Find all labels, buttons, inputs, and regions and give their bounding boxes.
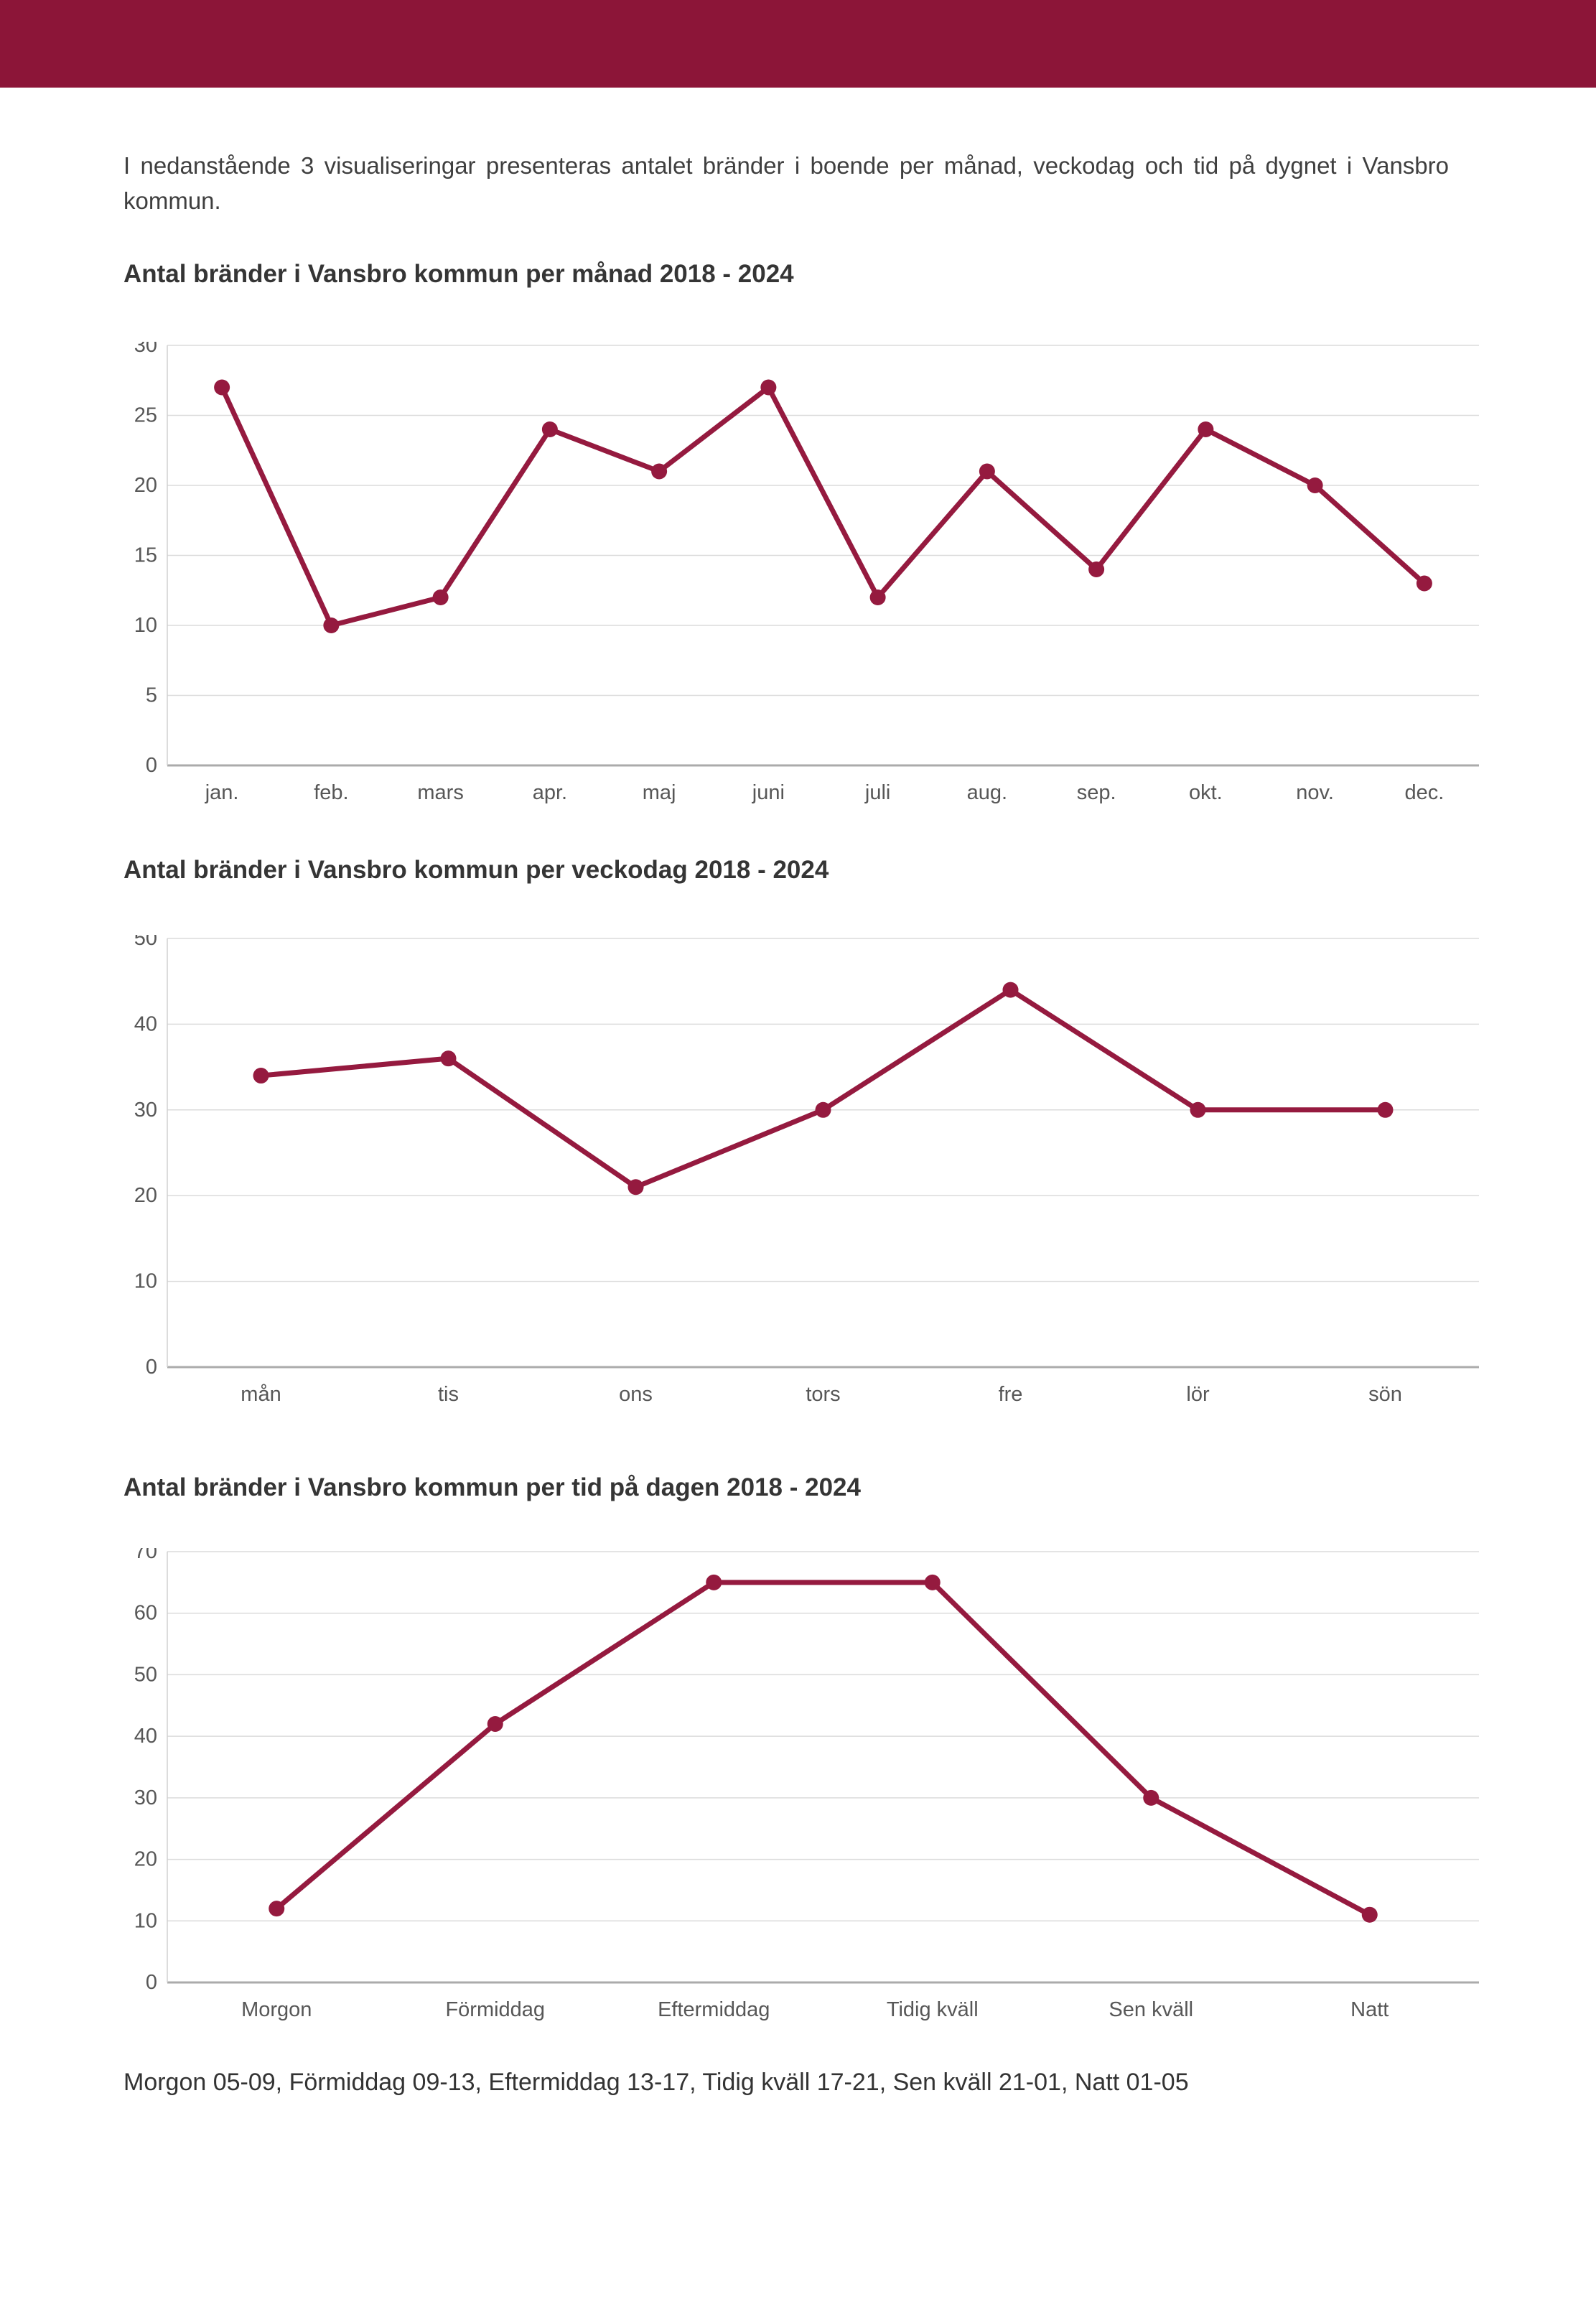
x-tick-label: sön: [1368, 1383, 1402, 1406]
y-tick-label: 70: [134, 1548, 157, 1563]
line-chart-canvas: 0 10 20 30 40 50 mån tis ons tors fre lör sön: [134, 935, 1479, 1406]
x-tick-label: ons: [619, 1383, 653, 1406]
data-point: [432, 589, 449, 605]
y-tick-label: 40: [134, 1012, 157, 1035]
time-period-legend: Morgon 05-09, Förmiddag 09-13, Eftermidd…: [123, 2068, 1189, 2096]
x-tick-label: tors: [806, 1383, 840, 1406]
data-point: [487, 1715, 503, 1732]
data-point: [541, 421, 558, 437]
x-tick-label: jan.: [205, 781, 239, 804]
x-tick-label: tis: [438, 1383, 459, 1406]
y-tick-label: 20: [134, 1184, 157, 1207]
data-point: [323, 617, 340, 633]
x-tick-label: maj: [643, 781, 676, 804]
y-tick-label: 30: [134, 1098, 157, 1121]
series-line: [258, 987, 1388, 1190]
data-point: [1190, 1101, 1206, 1118]
data-point: [253, 1067, 269, 1083]
intro-paragraph: I nedanstående 3 visualiseringar present…: [123, 152, 1449, 214]
line-chart-canvas: 0 5 10 15 20 25 30 jan. feb. mars apr. maj juni juli a…: [134, 342, 1479, 804]
y-tick-label: 20: [134, 1847, 157, 1870]
weekday-fires-line-chart: 0 10 20 30 40 50 mån tis ons tors fre lör sön: [115, 935, 1596, 1412]
y-tick-label: 5: [146, 684, 157, 707]
x-tick-label: fre: [999, 1383, 1023, 1406]
y-tick-label: 0: [146, 1971, 157, 1994]
y-tick-label: 40: [134, 1725, 157, 1748]
x-tick-label: Sen kväll: [1109, 1998, 1193, 2021]
y-tick-label: 50: [134, 935, 157, 950]
timeofday-chart-section: Antal bränder i Vansbro kommun per tid p…: [0, 1472, 1596, 2027]
data-point: [869, 589, 886, 605]
x-tick-label: Tidig kväll: [887, 1998, 979, 2021]
x-tick-label: nov.: [1296, 781, 1334, 804]
page-header-band: [0, 0, 1596, 88]
y-tick-label: 50: [134, 1663, 157, 1686]
monthly-chart-title: Antal bränder i Vansbro kommun per månad…: [123, 259, 794, 288]
data-point: [440, 1050, 457, 1066]
y-tick-label: 20: [134, 474, 157, 497]
x-tick-label: Eftermiddag: [658, 1998, 770, 2021]
y-tick-label: 10: [134, 614, 157, 637]
x-tick-label: Natt: [1350, 1998, 1389, 2021]
timeofday-fires-line-chart: 0 10 20 30 40 50 60 70 Morgon Förmiddag Eftermidda…: [115, 1548, 1596, 2027]
y-tick-label: 0: [146, 1356, 157, 1379]
x-tick-label: juli: [864, 781, 890, 804]
series-line: [219, 384, 1427, 628]
data-point: [760, 379, 777, 396]
data-point: [706, 1574, 722, 1590]
series-line: [274, 1580, 1373, 1917]
monthly-fires-line-chart: 0 5 10 15 20 25 30 jan. feb. mars apr. maj juni juli a…: [115, 342, 1596, 810]
data-point: [1088, 561, 1105, 577]
data-point: [1361, 1906, 1378, 1923]
line-chart-canvas: 0 10 20 30 40 50 60 70 Morgon Förmiddag Eftermidda…: [134, 1548, 1479, 2021]
data-point: [924, 1574, 941, 1590]
y-tick-label: 10: [134, 1269, 157, 1292]
data-point: [651, 463, 668, 480]
x-tick-label: okt.: [1189, 781, 1223, 804]
data-point: [1307, 477, 1323, 493]
data-point: [269, 1900, 285, 1916]
x-tick-label: Morgon: [241, 1998, 312, 2021]
data-point: [979, 463, 995, 480]
data-point: [1198, 421, 1214, 437]
x-tick-label: dec.: [1404, 781, 1444, 804]
timeofday-chart-title: Antal bränder i Vansbro kommun per tid p…: [123, 1473, 861, 1501]
x-tick-label: feb.: [314, 781, 348, 804]
x-tick-label: lör: [1186, 1383, 1210, 1406]
y-tick-label: 30: [134, 342, 157, 357]
x-tick-label: apr.: [533, 781, 567, 804]
x-tick-label: mån: [241, 1383, 281, 1406]
data-point: [214, 379, 230, 396]
x-tick-label: aug.: [967, 781, 1007, 804]
weekday-chart-section: Antal bränder i Vansbro kommun per vecko…: [0, 854, 1596, 1412]
y-tick-label: 30: [134, 1786, 157, 1809]
x-tick-label: sep.: [1077, 781, 1116, 804]
data-point: [1002, 982, 1019, 998]
data-point: [1416, 575, 1432, 592]
data-point: [1143, 1789, 1159, 1806]
x-tick-label: Förmiddag: [445, 1998, 545, 2021]
y-tick-label: 0: [146, 754, 157, 777]
monthly-chart-section: Antal bränder i Vansbro kommun per månad…: [0, 258, 1596, 810]
data-point: [1377, 1101, 1394, 1118]
y-tick-label: 10: [134, 1909, 157, 1932]
data-point: [815, 1101, 831, 1118]
data-point: [627, 1178, 644, 1195]
y-tick-label: 15: [134, 544, 157, 567]
y-tick-label: 25: [134, 404, 157, 427]
x-tick-label: juni: [752, 781, 785, 804]
x-tick-label: mars: [417, 781, 463, 804]
weekday-chart-title: Antal bränder i Vansbro kommun per vecko…: [123, 855, 829, 884]
y-tick-label: 60: [134, 1601, 157, 1624]
